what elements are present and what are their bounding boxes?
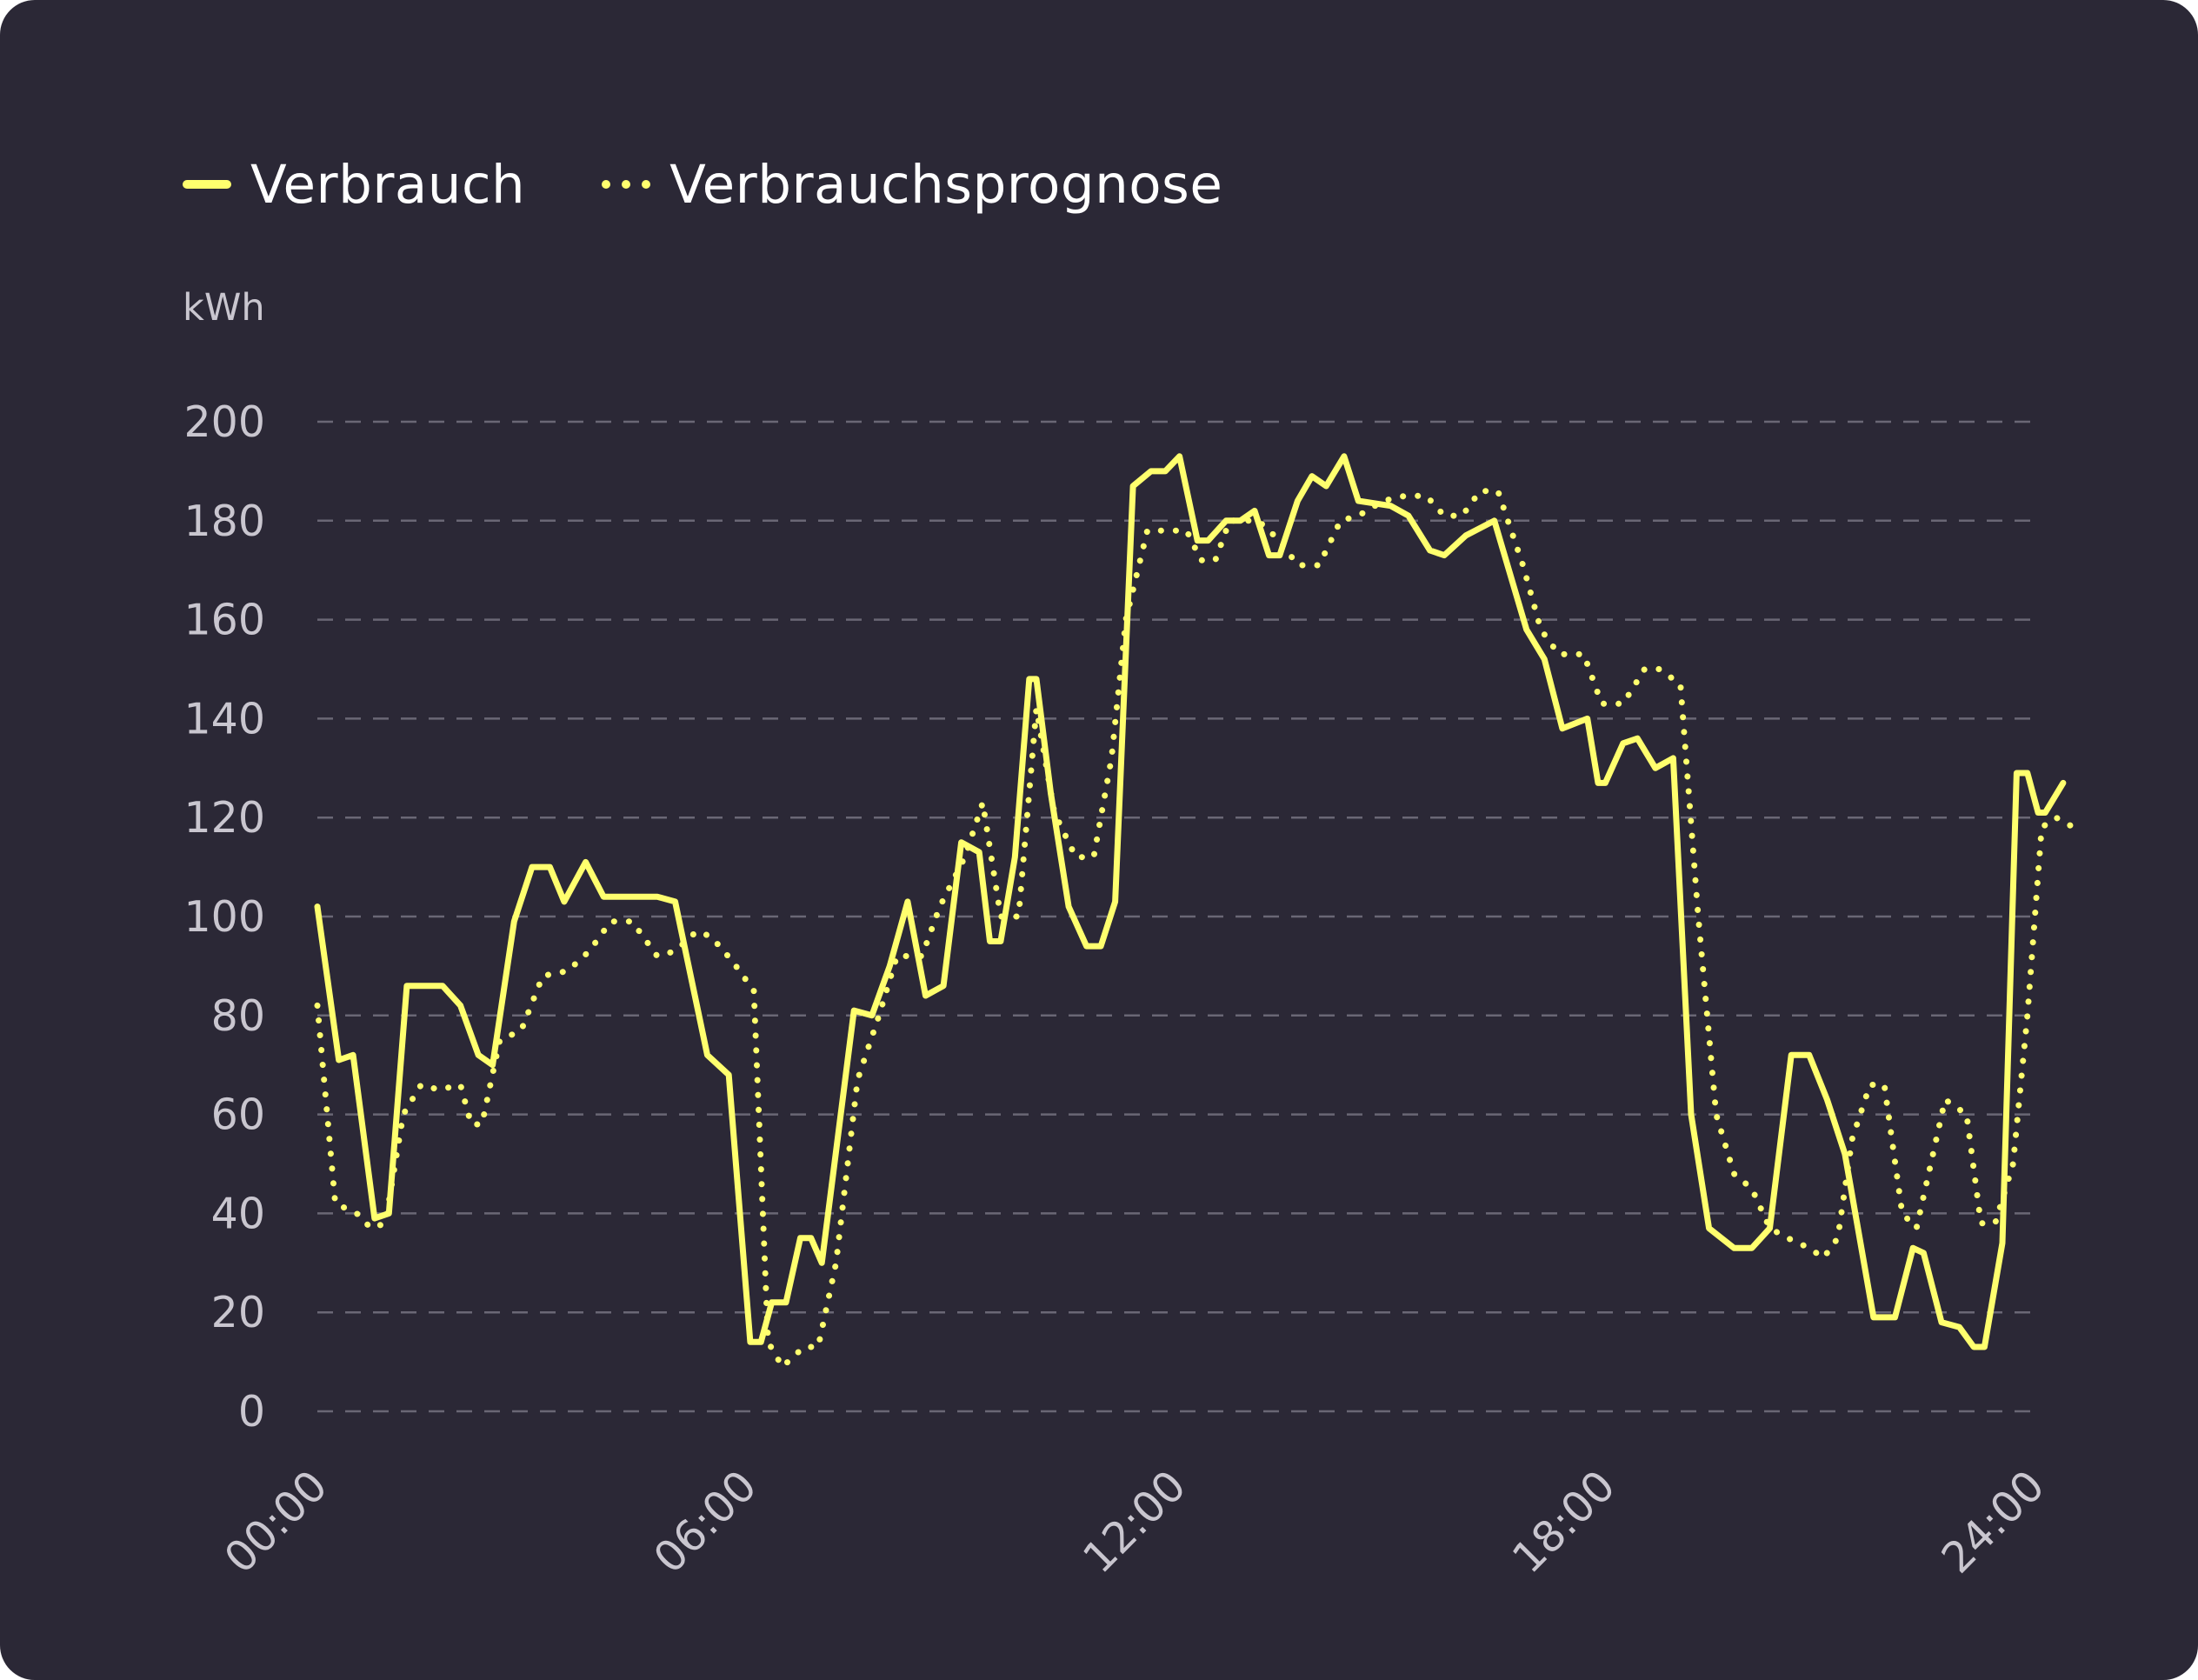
x-tick-label: 00:00 [215,1461,336,1583]
y-tick-label: 180 [183,497,265,546]
x-tick-label: 12:00 [1074,1461,1196,1583]
legend-item-verbrauch[interactable]: Verbrauch [183,154,525,216]
legend-swatch-dotted [602,180,651,189]
y-tick-label: 60 [211,1090,265,1140]
legend: Verbrauch Verbrauchsprognose [183,150,1299,219]
x-tick-label: 06:00 [644,1461,766,1583]
x-tick-label: 18:00 [1503,1461,1625,1583]
y-axis-unit: kWh [183,286,265,330]
legend-swatch-solid [183,180,231,189]
y-tick-label: 160 [183,596,265,645]
x-axis: 00:00 06:00 12:00 18:00 24:00 [215,1461,2054,1583]
series-group [314,453,2077,1370]
y-tick-label: 20 [211,1288,265,1337]
grid [317,420,2035,1413]
series-line-verbrauchsprognose [314,488,2077,1370]
y-tick-label: 100 [183,892,265,942]
y-tick-label: 80 [211,991,265,1041]
y-tick-label: 140 [183,694,265,743]
y-tick-label: 40 [211,1189,265,1238]
legend-label-verbrauchsprognose: Verbrauchsprognose [669,153,1223,216]
y-tick-label: 0 [238,1387,265,1437]
y-axis: 0 20 40 60 80 100 120 140 160 180 200 [183,397,265,1437]
series-line-verbrauch [314,453,2067,1350]
x-tick-label: 24:00 [1932,1461,2054,1583]
legend-label-verbrauch: Verbrauch [250,153,526,216]
legend-item-verbrauchsprognose[interactable]: Verbrauchsprognose [602,154,1222,216]
y-tick-label: 200 [183,397,265,447]
y-tick-label: 120 [183,793,265,843]
